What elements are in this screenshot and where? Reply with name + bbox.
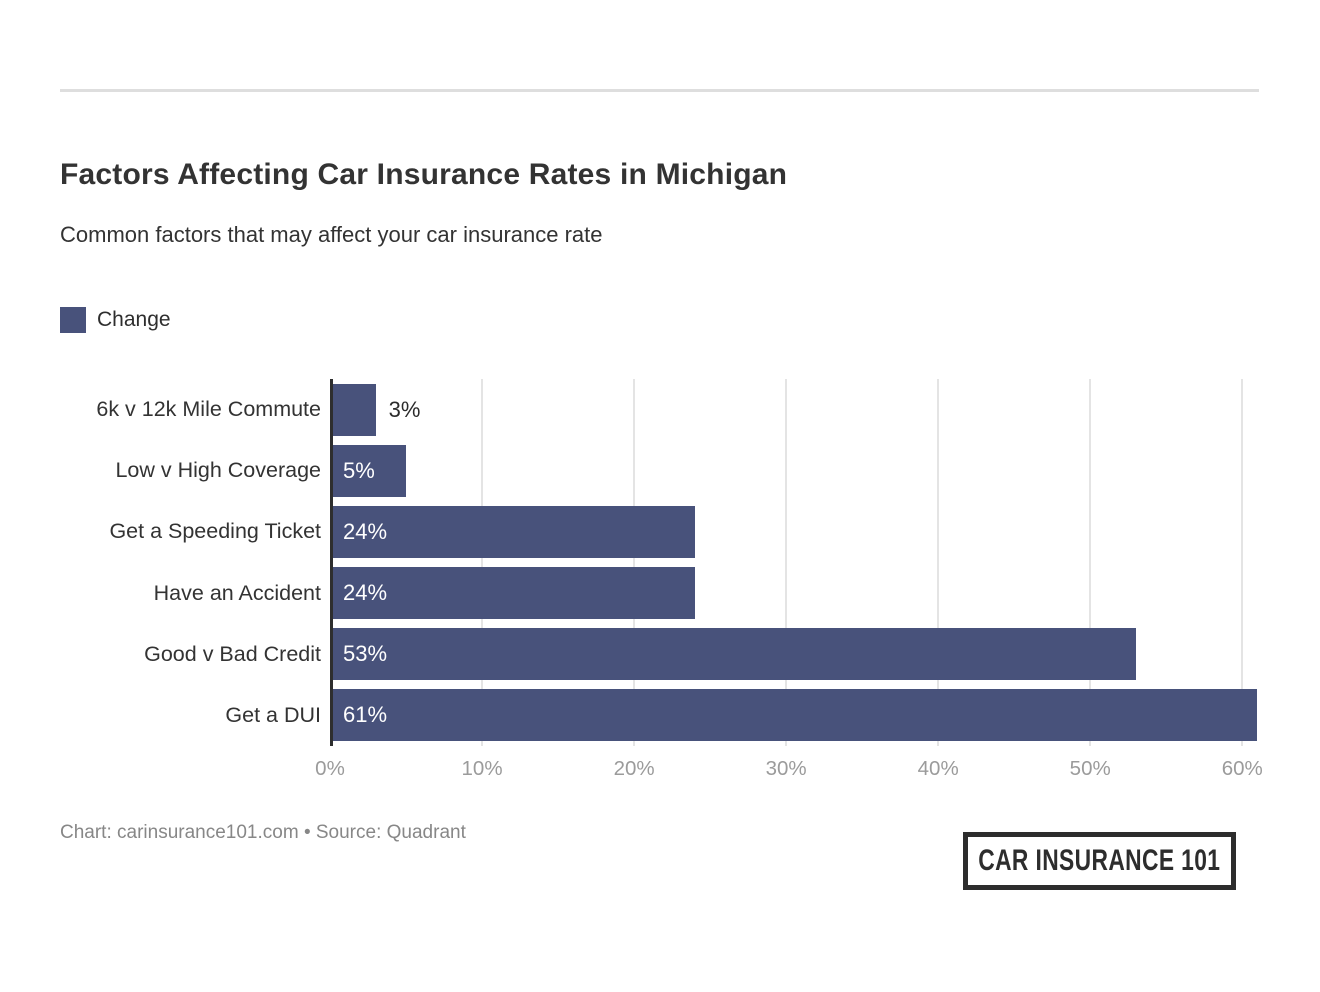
chart-title: Factors Affecting Car Insurance Rates in… bbox=[60, 158, 788, 191]
x-tick-label: 40% bbox=[917, 757, 959, 780]
bar-row: 61% bbox=[330, 685, 1262, 746]
plot-column: 3% 5% 24% 24% 53% 61% 0% 10% 20% 30% 40% 50% 60% bbox=[315, 379, 1263, 789]
bar[interactable] bbox=[330, 383, 376, 436]
bar[interactable] bbox=[330, 444, 407, 497]
x-tick-label: 30% bbox=[765, 757, 807, 780]
bar-row: 24% bbox=[330, 563, 1262, 624]
x-axis: 0% 10% 20% 30% 40% 50% 60% bbox=[315, 757, 1263, 789]
category-label: Good v Bad Credit bbox=[144, 641, 321, 666]
bar-row: 3% bbox=[330, 379, 1262, 440]
logo-text: CAR INSURANCE 101 bbox=[978, 844, 1221, 877]
category-label: Have an Accident bbox=[153, 580, 321, 605]
x-tick-label: 60% bbox=[1221, 757, 1263, 780]
x-tick-label: 10% bbox=[461, 757, 503, 780]
bar[interactable] bbox=[330, 628, 1136, 681]
x-tick-label: 50% bbox=[1069, 757, 1111, 780]
top-divider bbox=[60, 89, 1259, 92]
gridline bbox=[1089, 379, 1092, 746]
category-label: Get a Speeding Ticket bbox=[109, 519, 321, 544]
car-insurance-101-logo: CAR INSURANCE 101 bbox=[963, 832, 1236, 890]
gridline bbox=[1241, 379, 1244, 746]
bar-row: 5% bbox=[330, 440, 1262, 501]
plot-area: 3% 5% 24% 24% 53% 61% bbox=[330, 379, 1262, 746]
category-labels: 6k v 12k Mile Commute Low v High Coverage… bbox=[60, 379, 330, 746]
value-label: 61% bbox=[343, 702, 388, 728]
bar[interactable] bbox=[330, 505, 695, 558]
bar[interactable] bbox=[330, 567, 695, 620]
category-label: 6k v 12k Mile Commute bbox=[96, 397, 321, 422]
gridline bbox=[633, 379, 636, 746]
footer-credit: Chart: carinsurance101.com • Source: Qua… bbox=[60, 822, 466, 843]
legend-swatch bbox=[60, 307, 86, 333]
category-label: Low v High Coverage bbox=[115, 458, 321, 483]
value-label: 3% bbox=[388, 396, 421, 422]
x-tick-label: 0% bbox=[315, 757, 345, 780]
category-label: Get a DUI bbox=[225, 702, 321, 727]
bar-row: 24% bbox=[330, 501, 1262, 562]
value-label: 53% bbox=[343, 641, 388, 667]
gridline bbox=[785, 379, 788, 746]
legend: Change bbox=[60, 307, 171, 333]
bar-rows: 3% 5% 24% 24% 53% 61% bbox=[330, 379, 1262, 746]
gridline bbox=[481, 379, 484, 746]
chart-subtitle: Common factors that may affect your car … bbox=[60, 222, 603, 247]
bar-row: 53% bbox=[330, 624, 1262, 685]
value-label: 5% bbox=[343, 457, 375, 483]
bar-chart: 6k v 12k Mile Commute Low v High Coverage… bbox=[60, 379, 1263, 789]
gridline bbox=[937, 379, 940, 746]
value-label: 24% bbox=[343, 518, 388, 544]
legend-label: Change bbox=[97, 308, 171, 331]
bar[interactable] bbox=[330, 689, 1258, 742]
x-tick-label: 20% bbox=[613, 757, 655, 780]
y-axis-line bbox=[330, 379, 333, 746]
value-label: 24% bbox=[343, 580, 388, 606]
